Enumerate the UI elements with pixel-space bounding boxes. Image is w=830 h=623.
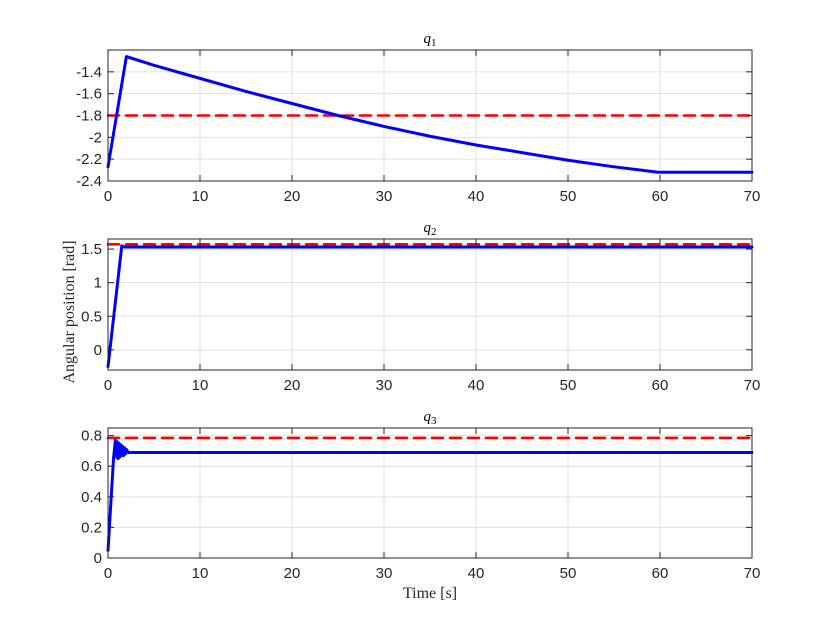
y-tick-label: 0 [94, 342, 102, 359]
x-tick-label: 0 [104, 565, 112, 582]
axes-box [107, 238, 753, 371]
x-tick-label: 20 [284, 565, 301, 582]
x-tick-label: 40 [468, 565, 485, 582]
subplot-title: q1 [424, 31, 437, 49]
x-axis-label: Time [s] [403, 585, 457, 602]
x-tick-label: 70 [744, 188, 761, 205]
subplot-title-subscript: 2 [431, 226, 437, 238]
x-tick-label: 10 [192, 565, 209, 582]
y-tick-label: 0.5 [81, 308, 102, 325]
subplot-title-subscript: 1 [431, 37, 437, 49]
x-tick-label: 60 [652, 377, 669, 394]
y-tick-label: 1.5 [81, 241, 102, 258]
y-tick-label: 0.8 [81, 428, 102, 445]
subplot-3: 0 10 20 30 40 50 60 70 0 0.2 0.4 0.6 0.8 q3 [81, 409, 760, 582]
axes-box [107, 427, 753, 559]
y-tick-label: 0.4 [81, 489, 102, 506]
y-tick-label: 0.6 [81, 458, 102, 475]
x-tick-label: 50 [560, 188, 577, 205]
subplot-1: 0 10 20 30 40 50 60 70 -2.4 -2.2 -2 -1.8 -1.6 -1.4 q1 [76, 31, 760, 205]
y-tick-label: -1.4 [76, 64, 102, 81]
x-tick-label: 70 [744, 565, 761, 582]
y-axis-label: Angular position [rad] [61, 240, 78, 383]
x-tick-label: 30 [376, 188, 393, 205]
subplot-title-subscript: 3 [431, 415, 437, 427]
x-tick-label: 40 [468, 188, 485, 205]
response-line [106, 438, 754, 552]
x-tick-label: 30 [376, 377, 393, 394]
y-tick-label: 0.2 [81, 519, 102, 536]
y-tick-label: -2 [89, 129, 102, 146]
subplot-title-base: q [424, 220, 432, 236]
subplot-2: 0 10 20 30 40 50 60 70 0 0.5 1 1.5 q2 [81, 220, 760, 394]
x-tick-label: 60 [652, 565, 669, 582]
y-tick-label: -2.4 [76, 173, 102, 190]
subplot-title-base: q [424, 31, 432, 47]
subplot-title: q2 [424, 220, 437, 238]
x-tick-label: 20 [284, 188, 301, 205]
y-tick-label: 1 [94, 275, 102, 292]
x-tick-label: 60 [652, 188, 669, 205]
y-tick-label: 0 [94, 550, 102, 567]
y-tick-label: -1.8 [76, 108, 102, 125]
y-tick-label: -1.6 [76, 86, 102, 103]
subplots: 0 10 20 30 40 50 60 70-2.4-2.2-2-1.8-1.6-1.4q10… [76, 31, 760, 582]
x-tick-label: 30 [376, 565, 393, 582]
x-tick-label: 70 [744, 377, 761, 394]
x-tick-label: 20 [284, 377, 301, 394]
x-tick-label: 50 [560, 377, 577, 394]
x-tick-label: 50 [560, 565, 577, 582]
x-tick-label: 10 [192, 377, 209, 394]
subplot-title: q3 [424, 409, 438, 427]
x-tick-label: 0 [104, 188, 112, 205]
y-tick-label: -2.2 [76, 151, 102, 168]
subplot-title-base: q [424, 409, 432, 425]
response-line [106, 55, 754, 174]
x-tick-label: 40 [468, 377, 485, 394]
x-tick-label: 10 [192, 188, 209, 205]
x-tick-label: 0 [104, 377, 112, 394]
response-line [106, 244, 754, 369]
